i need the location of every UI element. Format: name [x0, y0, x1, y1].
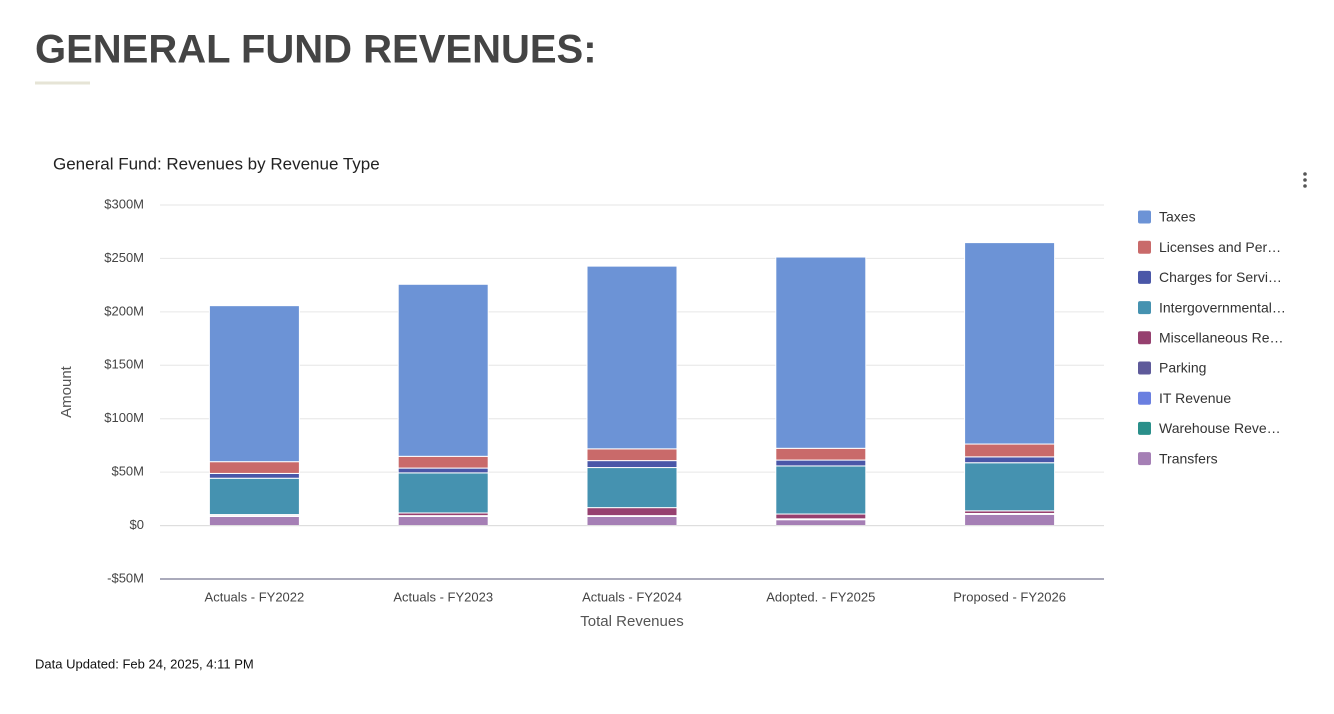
legend-label: Parking — [1159, 360, 1206, 376]
bar-segment — [398, 456, 488, 468]
legend-label: IT Revenue — [1159, 390, 1231, 406]
legend-swatch — [1138, 301, 1151, 314]
bar-segment — [587, 516, 677, 525]
legend-swatch — [1138, 211, 1151, 224]
legend-swatch — [1138, 271, 1151, 284]
bar-segment — [209, 306, 299, 462]
legend-label: Miscellaneous Re… — [1159, 330, 1284, 346]
legend-label: Taxes — [1159, 209, 1196, 225]
x-tick-label: Adopted. - FY2025 — [766, 589, 875, 604]
bar-segment — [587, 461, 677, 468]
legend-label: Licenses and Per… — [1159, 239, 1281, 255]
y-tick-label: $100M — [104, 410, 144, 425]
chart-title: General Fund: Revenues by Revenue Type — [53, 154, 380, 173]
bar-segment — [776, 460, 866, 466]
x-tick-label: Proposed - FY2026 — [953, 589, 1066, 604]
bar-segment — [965, 243, 1055, 444]
bar-segment — [587, 266, 677, 449]
bar-segment — [776, 257, 866, 448]
bar-segment — [965, 463, 1055, 511]
y-tick-label: $300M — [104, 196, 144, 211]
legend-label: Warehouse Reve… — [1159, 420, 1281, 436]
x-tick-label: Actuals - FY2024 — [582, 589, 682, 604]
bar-segment — [776, 448, 866, 460]
legend-swatch — [1138, 331, 1151, 344]
bar-segment — [398, 468, 488, 473]
bar-segment — [587, 508, 677, 516]
y-tick-label: $0 — [130, 517, 144, 532]
bar-segment — [209, 516, 299, 525]
y-tick-label: $150M — [104, 357, 144, 372]
bar-segment — [209, 478, 299, 514]
legend-swatch — [1138, 241, 1151, 254]
legend-label: Intergovernmental… — [1159, 299, 1286, 315]
y-tick-label: $250M — [104, 250, 144, 265]
legend-swatch — [1138, 452, 1151, 465]
bar-segment — [776, 520, 866, 526]
y-tick-label: $50M — [111, 464, 144, 479]
bar-segment — [776, 466, 866, 514]
legend-swatch — [1138, 392, 1151, 405]
legend-swatch — [1138, 362, 1151, 375]
bar-segment — [398, 473, 488, 513]
bar-segment — [398, 516, 488, 525]
y-tick-label: $200M — [104, 303, 144, 318]
x-axis-label: Total Revenues — [580, 613, 683, 630]
bar-segment — [209, 462, 299, 474]
bar-segment — [965, 514, 1055, 525]
menu-button[interactable] — [1303, 172, 1307, 188]
bar-segment — [209, 473, 299, 478]
legend-label: Transfers — [1159, 450, 1218, 466]
legend-swatch — [1138, 422, 1151, 435]
page-heading: GENERAL FUND REVENUES: — [35, 28, 597, 72]
bar-segment — [587, 468, 677, 508]
bar-segment — [965, 457, 1055, 463]
bar-segment — [398, 284, 488, 456]
data-updated: Data Updated: Feb 24, 2025, 4:11 PM — [35, 656, 254, 671]
bar-segment — [587, 449, 677, 461]
x-tick-label: Actuals - FY2022 — [205, 589, 305, 604]
y-tick-label: -$50M — [107, 570, 144, 585]
bar-segment — [965, 444, 1055, 457]
x-tick-label: Actuals - FY2023 — [393, 589, 493, 604]
bar-segment — [776, 514, 866, 519]
y-axis-label: Amount — [58, 365, 75, 418]
legend-label: Charges for Servi… — [1159, 269, 1282, 285]
